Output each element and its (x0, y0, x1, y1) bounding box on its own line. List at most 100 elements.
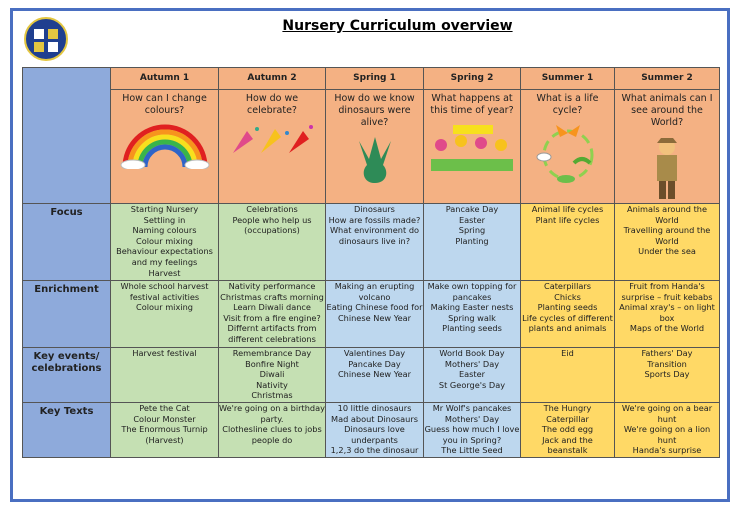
column-title: Summer 1 (541, 73, 594, 83)
cell-line: Mad about Dinosaurs (331, 413, 418, 424)
cell-line: Clothesline clues to jobs (222, 424, 322, 435)
cell-line: Planting seeds (537, 302, 598, 313)
question-cell: What animals can I see around the World? (614, 89, 720, 204)
cell-line: 1,2,3 do the dinosaur (330, 445, 419, 456)
content-cell: Remembrance Day Bonfire Night Diwali Nativi… (218, 347, 326, 403)
cell-line: Colour Monster (133, 413, 196, 424)
cell-line: Maps of the World (629, 323, 705, 334)
cell-line: Nativity performance (228, 281, 316, 291)
cell-line: We're going on a bear (621, 403, 713, 413)
content-cell: World Book Day Mothers' Day Easter St Georg… (423, 347, 521, 403)
column-title: Spring 2 (450, 73, 494, 83)
topic-question: What animals can I see around the World? (621, 93, 713, 128)
cell-line: Spring walk (448, 312, 496, 323)
cell-line: Animals around the (626, 204, 708, 214)
cell-line: hunt (657, 434, 677, 445)
column-title: Spring 1 (353, 73, 396, 83)
cell-line: Caterpillars (543, 281, 592, 291)
title: Nursery Curriculum overview (282, 18, 513, 34)
content-cell: Valentines Day Pancake Day Chinese New Yea… (325, 347, 424, 403)
cell-line: Guess how much I love (424, 424, 520, 435)
cell-line: beanstalk (547, 445, 588, 456)
cell-line: Fruit from Handa's (629, 281, 705, 291)
topic-picture (120, 124, 209, 169)
cell-line: Valentines Day (343, 348, 406, 358)
cell-line: underpants (351, 434, 398, 445)
cell-line: Jack and the (542, 434, 593, 445)
cell-line: Transition (647, 358, 687, 369)
topic-question: What happens at this time of year? (430, 93, 514, 116)
cell-line: Behaviour expectations (116, 246, 213, 257)
cell-line: Christmas crafts morning (220, 291, 324, 302)
cell-line: hunt (657, 413, 677, 424)
cell-line: Fathers' Day (641, 348, 693, 358)
cell-line: Pancake Day (348, 358, 401, 369)
cell-line: dinosaurs live in? (338, 235, 411, 246)
question-cell: What is a life cycle? (520, 89, 615, 204)
cell-line: Handa's surprise (632, 445, 702, 456)
cell-line: Pete the Cat (139, 403, 190, 413)
cell-line: Eating Chinese food for (326, 302, 423, 313)
cell-line: The odd egg (541, 424, 594, 435)
cell-line: People who help us (232, 214, 312, 225)
content-cell: Fathers' Day Transition Sports Day (614, 347, 720, 403)
content-cell: Animals around the World Travelling around… (614, 203, 720, 281)
cell-line: Bonfire Night (245, 358, 299, 369)
cell-line: Plant life cycles (535, 214, 600, 225)
cell-line: Eid (561, 348, 574, 358)
cell-line: Mothers' Day (444, 413, 500, 424)
cell-line: people do (251, 434, 293, 445)
content-cell: Dinosaurs How are fossils made? What envir… (325, 203, 424, 281)
cell-line: What environment do (329, 225, 420, 236)
cell-line: World (655, 214, 679, 225)
question-cell: How do we celebrate? (218, 89, 326, 204)
cell-line: Life cycles of different (522, 312, 613, 323)
content-cell: We're going on a bear hunt We're going on … (614, 402, 720, 458)
cell-line: The Enormous Turnip (121, 424, 208, 435)
cell-line: Animal life cycles (531, 204, 604, 214)
cell-line: Making an erupting (334, 281, 415, 291)
cell-line: Colour mixing (136, 302, 193, 313)
cell-line: Mr Wolf's pancakes (432, 403, 512, 413)
column-header: Spring 2 (423, 67, 521, 90)
cell-line: pancakes (452, 291, 492, 302)
row-title: Focus (50, 207, 83, 218)
column-header: Summer 1 (520, 67, 615, 90)
cell-line: Easter (458, 214, 486, 225)
column-title: Autumn 2 (247, 73, 297, 83)
cell-line: party. (260, 413, 284, 424)
content-cell: Make own topping for pancakes Making Easte… (423, 280, 521, 348)
cell-line: World (655, 235, 679, 246)
content-cell: Animal life cycles Plant life cycles (520, 203, 615, 281)
page-frame (10, 8, 730, 502)
cell-line: Visit from a fire engine? (223, 312, 321, 323)
content-cell: Mr Wolf's pancakes Mothers' Day Guess how … (423, 402, 521, 458)
content-cell: Making an erupting volcano Eating Chinese … (325, 280, 424, 348)
column-header: Summer 2 (614, 67, 720, 90)
cell-line: Learn Diwali dance (233, 302, 311, 313)
column-title: Summer 2 (641, 73, 693, 83)
content-cell: The Hungry Caterpillar The odd egg Jack an… (520, 402, 615, 458)
cell-line: Settling in (143, 214, 186, 225)
column-title: Autumn 1 (139, 73, 190, 83)
cell-line: The Little Seed (441, 445, 503, 456)
cell-line: Chinese New Year (337, 369, 412, 380)
cell-line: Travelling around the (623, 225, 711, 236)
cell-line: Dinosaurs love (344, 424, 405, 435)
question-cell: How can I change colours? (110, 89, 219, 204)
topic-picture (536, 125, 593, 183)
topic-picture (657, 138, 677, 199)
cell-line: Spring (458, 225, 486, 236)
row-label: Focus (22, 203, 111, 281)
content-cell: We're going on a birthday party. Clothesli… (218, 402, 326, 458)
question-cell: What happens at this time of year? (423, 89, 521, 204)
content-cell: Celebrations People who help us (occupatio… (218, 203, 326, 281)
content-cell: Fruit from Handa's surprise – fruit kebab… (614, 280, 720, 348)
content-cell: Nativity performance Christmas crafts mor… (218, 280, 326, 348)
column-header: Autumn 2 (218, 67, 326, 90)
topic-picture (431, 125, 513, 171)
topic-question: What is a life cycle? (536, 93, 599, 116)
content-cell: Eid (520, 347, 615, 403)
cell-line: Animal xray's – on light (619, 302, 715, 313)
cell-line: We're going on a lion (623, 424, 711, 435)
